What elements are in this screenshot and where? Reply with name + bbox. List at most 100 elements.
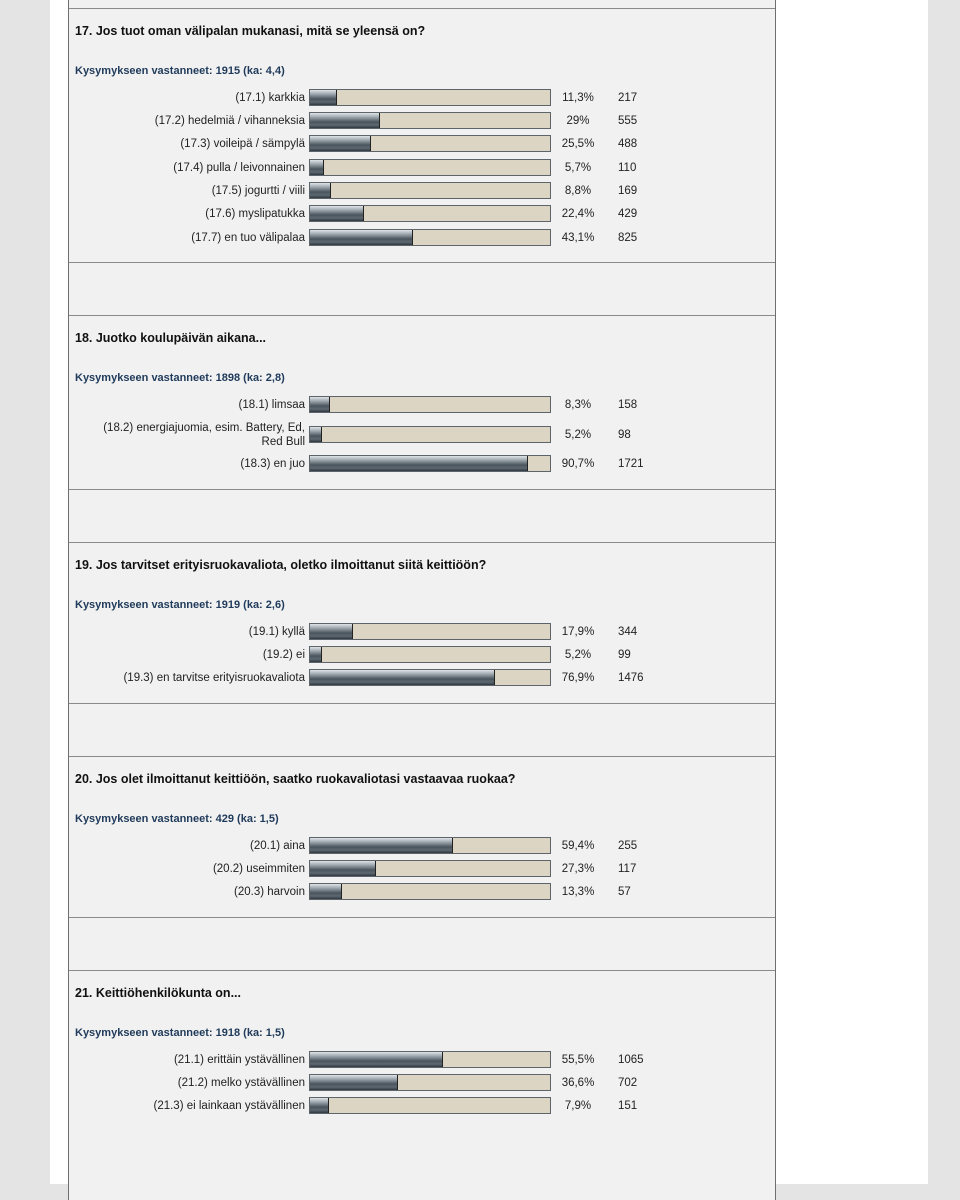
answer-list: (18.1) limsaa 8,3% 158 (18.2) energiajuomia… — [69, 393, 775, 476]
respondent-count: Kysymykseen vastanneet: 1898 (ka: 2,8) — [75, 372, 285, 385]
bar — [310, 837, 453, 853]
percent-label: 13,3% — [561, 886, 595, 899]
answer-label: (18.1) limsaa — [238, 398, 305, 411]
answer-list: (20.1) aina 59,4% 255 (20.2) useimmiten 27,3… — [69, 834, 775, 904]
respondent-count: Kysymykseen vastanneet: 1919 (ka: 2,6) — [75, 598, 285, 611]
answer-list: (17.1) karkkia 11,3% 217 (17.2) hedelmiä / … — [69, 86, 775, 249]
answer-label: (19.2) ei — [262, 648, 305, 661]
bar — [310, 860, 376, 876]
bar-track — [309, 181, 551, 199]
answer-row: (20.2) useimmiten 27,3% 117 — [69, 857, 775, 880]
answer-label: (17.1) karkkia — [235, 91, 305, 104]
count-label: 98 — [618, 428, 631, 441]
bar — [310, 884, 342, 900]
bar-track — [309, 228, 551, 246]
percent-label: 8,3% — [564, 398, 592, 411]
spacer-row — [69, 702, 775, 756]
answer-row: (17.7) en tuo välipalaa 43,1% 825 — [69, 226, 775, 249]
results-table: 17. Jos tuot oman välipalan mukanasi, mi… — [68, 0, 776, 1200]
answer-row: (21.1) erittäin ystävällinen 55,5% 1065 — [69, 1048, 775, 1071]
count-label: 1065 — [618, 1053, 644, 1066]
bar — [310, 396, 330, 412]
bar-track — [309, 1073, 551, 1091]
count-label: 151 — [618, 1100, 638, 1113]
answer-row: (17.1) karkkia 11,3% 217 — [69, 86, 775, 109]
answer-label: (17.4) pulla / leivonnainen — [173, 161, 305, 174]
question-title: 19. Jos tarvitset erityisruokavaliota, o… — [75, 557, 487, 572]
answer-label: (20.2) useimmiten — [212, 862, 305, 875]
bar — [310, 1051, 444, 1067]
count-label: 99 — [618, 648, 631, 661]
question-section: 17. Jos tuot oman välipalan mukanasi, mi… — [69, 8, 775, 262]
answer-row: (18.1) limsaa 8,3% 158 — [69, 393, 775, 416]
answer-label: (18.2) energiajuomia, esim. Battery, Ed,… — [103, 421, 305, 448]
percent-label: 17,9% — [561, 625, 595, 638]
answer-row: (21.2) melko ystävällinen 36,6% 702 — [69, 1071, 775, 1094]
count-label: 1721 — [618, 458, 644, 471]
bar — [310, 229, 414, 245]
bar-track — [309, 1050, 551, 1068]
bar-track — [309, 1097, 551, 1115]
answer-label: (21.2) melko ystävällinen — [177, 1076, 305, 1089]
answer-row: (17.5) jogurtti / viili 8,8% 169 — [69, 179, 775, 202]
percent-label: 76,9% — [561, 672, 595, 685]
answer-row: (20.3) harvoin 13,3% 57 — [69, 881, 775, 904]
answer-row: (17.4) pulla / leivonnainen 5,7% 110 — [69, 156, 775, 179]
count-label: 117 — [618, 862, 637, 875]
percent-label: 43,1% — [561, 231, 595, 244]
percent-label: 11,3% — [562, 91, 594, 104]
respondent-count: Kysymykseen vastanneet: 1918 (ka: 1,5) — [75, 1026, 285, 1039]
percent-label: 27,3% — [561, 862, 595, 875]
bar — [310, 112, 380, 128]
percent-label: 5,7% — [564, 161, 592, 174]
bar-track — [309, 111, 551, 129]
percent-label: 25,5% — [561, 138, 595, 151]
bar-track — [309, 205, 551, 223]
answer-label: (20.1) aina — [250, 839, 305, 852]
respondent-count: Kysymykseen vastanneet: 1915 (ka: 4,4) — [75, 65, 285, 77]
bar — [310, 623, 353, 639]
question-title: 18. Juotko koulupäivän aikana... — [75, 331, 267, 346]
respondent-count: Kysymykseen vastanneet: 429 (ka: 1,5) — [75, 812, 279, 825]
answer-row: (21.3) ei lainkaan ystävällinen 7,9% 151 — [69, 1095, 775, 1118]
answer-row: (19.2) ei 5,2% 99 — [69, 643, 775, 666]
question-section: 21. Keittiöhenkilökunta on... Kysymykseen… — [69, 969, 775, 1131]
percent-label: 90,7% — [561, 458, 595, 471]
count-label: 217 — [618, 91, 638, 104]
bar — [310, 159, 324, 175]
question-section: 20. Jos olet ilmoittanut keittiöön, saat… — [69, 755, 775, 917]
answer-label: (18.3) en juo — [240, 458, 305, 471]
bar — [310, 89, 338, 105]
bar — [310, 182, 332, 198]
bar — [310, 646, 323, 662]
answer-list: (21.1) erittäin ystävällinen 55,5% 1065 (21… — [69, 1048, 775, 1118]
answer-row: (20.1) aina 59,4% 255 — [69, 834, 775, 857]
answer-label: (17.7) en tuo välipalaa — [191, 231, 305, 244]
answer-row: (17.6) myslipatukka 22,4% 429 — [69, 203, 775, 226]
bar-track — [309, 158, 551, 176]
spacer-row — [69, 262, 775, 315]
count-label: 158 — [618, 398, 638, 411]
answer-row: (18.2) energiajuomia, esim. Battery, Ed,… — [69, 417, 775, 453]
percent-label: 7,9% — [564, 1100, 592, 1113]
count-label: 488 — [618, 138, 638, 151]
count-label: 702 — [618, 1076, 638, 1089]
top-strip — [69, 0, 775, 8]
bar — [310, 456, 528, 472]
count-label: 825 — [618, 231, 638, 244]
answer-row: (17.3) voileipä / sämpylä 25,5% 488 — [69, 133, 775, 156]
percent-label: 8,8% — [564, 184, 592, 197]
bar-track — [309, 645, 551, 663]
bar-track — [309, 669, 551, 687]
bar — [310, 670, 495, 686]
count-label: 110 — [618, 161, 637, 174]
bar — [310, 426, 323, 442]
bar-track — [309, 836, 551, 854]
bar — [310, 136, 372, 152]
count-label: 429 — [618, 208, 638, 221]
bar-track — [309, 859, 551, 877]
bar — [310, 206, 364, 222]
question-section: 19. Jos tarvitset erityisruokavaliota, o… — [69, 541, 775, 703]
count-label: 555 — [618, 114, 638, 127]
